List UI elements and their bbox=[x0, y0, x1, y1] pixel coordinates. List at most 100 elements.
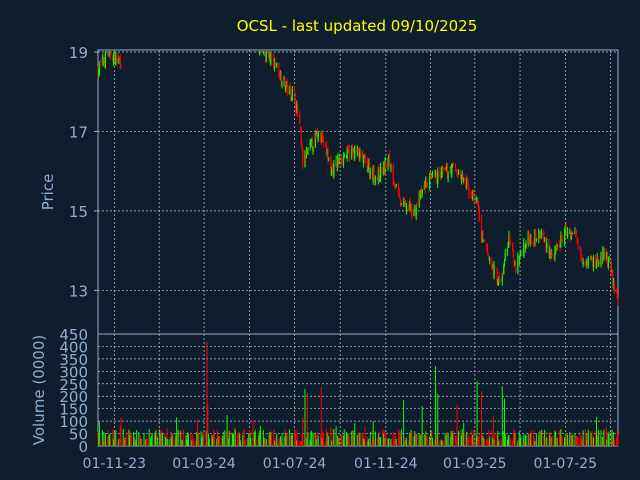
candle-body bbox=[543, 232, 545, 240]
candle-body bbox=[558, 242, 560, 247]
candle-body bbox=[483, 240, 485, 242]
candle-body bbox=[517, 257, 520, 262]
candle-body bbox=[440, 172, 442, 177]
candle-body bbox=[561, 237, 563, 243]
candle-body bbox=[532, 243, 535, 245]
candle-body bbox=[488, 257, 490, 259]
candle-body bbox=[362, 159, 365, 164]
candle-body bbox=[345, 155, 348, 157]
candle-body bbox=[561, 237, 563, 239]
candle-body bbox=[340, 156, 342, 162]
candle-body bbox=[270, 53, 272, 64]
candle-body bbox=[503, 260, 506, 266]
candle-body bbox=[489, 258, 491, 261]
candle-body bbox=[529, 236, 532, 244]
candle-body bbox=[299, 114, 301, 125]
candle-body bbox=[354, 146, 356, 159]
candle-body bbox=[482, 234, 484, 239]
candle-body bbox=[388, 153, 391, 164]
candle-body bbox=[615, 290, 618, 293]
candle-body bbox=[408, 207, 410, 209]
candle-body bbox=[351, 148, 354, 151]
candle-body bbox=[304, 152, 306, 168]
volume-tick-label: 250 bbox=[59, 376, 88, 394]
candle-body bbox=[602, 249, 604, 257]
candle-body bbox=[575, 231, 577, 234]
candle-body bbox=[530, 238, 532, 244]
candle-body bbox=[384, 158, 386, 172]
candle-body bbox=[447, 173, 449, 179]
candle-body bbox=[348, 148, 351, 160]
candle-body bbox=[405, 203, 407, 210]
candle-body bbox=[512, 243, 514, 251]
candle-body bbox=[311, 138, 313, 144]
candle-body bbox=[523, 242, 525, 257]
candle-body bbox=[556, 244, 558, 246]
candle-body bbox=[434, 171, 437, 178]
candle-body bbox=[294, 92, 296, 107]
candle-body bbox=[331, 167, 334, 170]
candle-body bbox=[525, 242, 527, 248]
candle-body bbox=[576, 237, 578, 243]
candle-body bbox=[611, 271, 613, 273]
candle-body bbox=[403, 198, 405, 205]
price-tick-label: 15 bbox=[69, 203, 88, 221]
candle-body bbox=[513, 258, 515, 264]
volume-tick-label: 100 bbox=[59, 413, 88, 431]
candle-body bbox=[574, 230, 576, 233]
candle-body bbox=[326, 151, 328, 155]
candle-body bbox=[507, 242, 509, 248]
candle-body bbox=[316, 131, 318, 134]
candle-body bbox=[374, 177, 377, 184]
candle-body bbox=[403, 198, 405, 204]
candle-body bbox=[431, 174, 434, 176]
candle-body bbox=[328, 157, 330, 159]
candle-body bbox=[613, 282, 615, 292]
candle-body bbox=[548, 242, 550, 256]
candle-body bbox=[601, 255, 603, 263]
candle-body bbox=[454, 166, 457, 170]
candle-body bbox=[400, 200, 402, 207]
candle-body bbox=[410, 204, 412, 211]
candle-body bbox=[288, 85, 290, 94]
candle-body bbox=[439, 170, 441, 173]
candle-body bbox=[456, 171, 458, 174]
candle-body bbox=[455, 168, 457, 172]
candle-body bbox=[504, 253, 506, 259]
candle-body bbox=[577, 240, 579, 245]
candle-body bbox=[581, 260, 583, 263]
candle-body bbox=[535, 238, 538, 240]
candle-body bbox=[113, 51, 115, 53]
candle-body bbox=[569, 232, 571, 234]
candle-body bbox=[295, 108, 297, 112]
candle-body bbox=[566, 228, 568, 236]
candle-body bbox=[397, 183, 400, 192]
candle-body bbox=[101, 56, 104, 63]
candle-body bbox=[607, 254, 609, 267]
candle-body bbox=[408, 201, 411, 207]
candle-body bbox=[587, 259, 589, 265]
candle-body bbox=[457, 171, 460, 175]
candle-body bbox=[608, 260, 610, 262]
candle-body bbox=[373, 167, 375, 178]
candle-body bbox=[380, 166, 382, 178]
candle-body bbox=[519, 254, 521, 258]
candle-body bbox=[305, 151, 308, 159]
candle-body bbox=[341, 161, 343, 163]
candle-body bbox=[477, 200, 479, 204]
candle-body bbox=[395, 184, 397, 187]
candle-body bbox=[586, 258, 588, 266]
candle-body bbox=[451, 163, 453, 177]
candle-body bbox=[280, 73, 282, 84]
candle-body bbox=[506, 248, 509, 253]
candle-body bbox=[589, 258, 592, 260]
candle-body bbox=[413, 210, 415, 217]
candle-body bbox=[575, 231, 578, 236]
candle-body bbox=[367, 169, 369, 172]
candle-body bbox=[366, 160, 368, 172]
candle-body bbox=[551, 253, 553, 257]
candle-body bbox=[353, 150, 355, 159]
candle-body bbox=[390, 166, 392, 171]
candle-body bbox=[112, 56, 114, 62]
candle-body bbox=[435, 174, 437, 184]
